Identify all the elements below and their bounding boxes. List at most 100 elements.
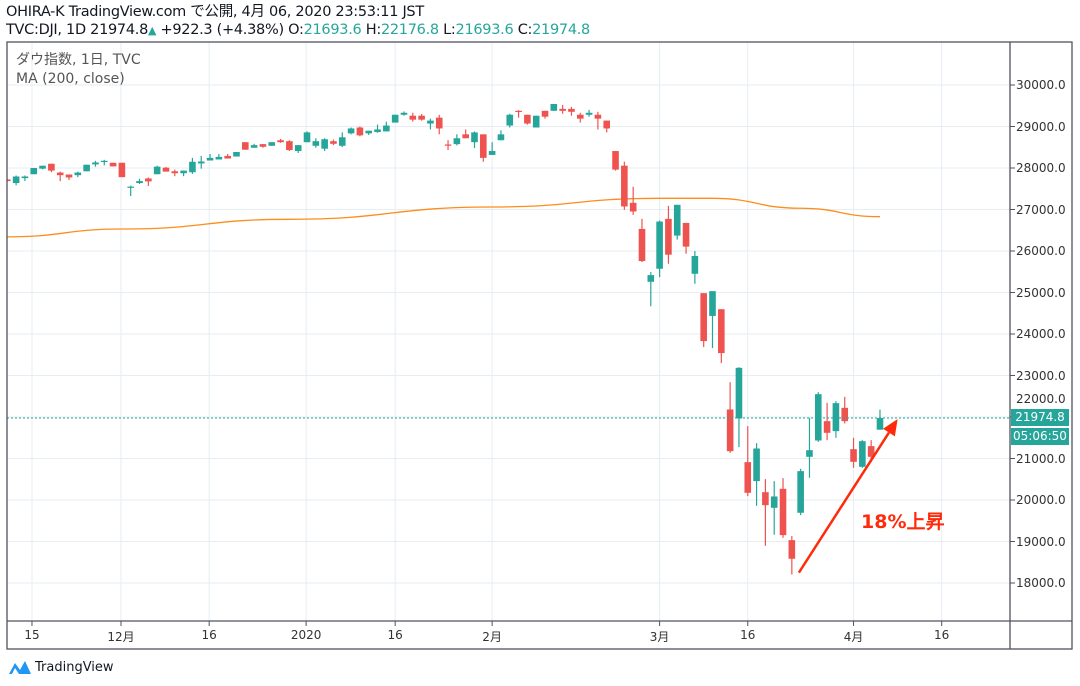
candle xyxy=(330,139,337,146)
candle-body xyxy=(435,117,443,129)
candle-body xyxy=(56,172,64,176)
candle-body xyxy=(550,103,558,111)
candle xyxy=(638,218,646,263)
candle xyxy=(400,111,408,116)
candle xyxy=(312,138,320,148)
candle xyxy=(700,293,707,348)
candle-body xyxy=(127,186,135,188)
candle-body xyxy=(532,115,540,128)
candle-body xyxy=(277,140,284,143)
candle xyxy=(12,175,20,186)
candle-body xyxy=(347,128,355,134)
candle-body xyxy=(806,450,813,457)
candle-body xyxy=(753,448,760,482)
price-tick-label: 18000.0 xyxy=(1016,576,1066,590)
candle xyxy=(718,309,725,364)
candle xyxy=(171,169,179,177)
candle xyxy=(550,103,558,111)
candle-body xyxy=(427,120,434,124)
candle xyxy=(286,140,293,152)
candle-body xyxy=(471,132,478,143)
candle-body xyxy=(250,145,258,148)
candle xyxy=(568,106,575,116)
candle-body xyxy=(665,218,672,255)
candle-body xyxy=(233,151,240,157)
candle xyxy=(691,251,699,284)
candle-body xyxy=(7,179,11,182)
candle xyxy=(162,167,170,172)
close-label: C: xyxy=(517,22,533,38)
series-legend[interactable]: ダウ指数, 1日, TVC xyxy=(16,52,141,68)
tradingview-logo-icon xyxy=(9,661,31,674)
candle-body xyxy=(638,228,646,262)
indicator-legend[interactable]: MA (200, close) xyxy=(16,71,125,87)
ma200-line xyxy=(7,197,880,238)
price-change: +922.3 (+4.38%) xyxy=(160,22,285,38)
candle-body xyxy=(770,496,778,508)
candle xyxy=(506,113,514,128)
tradingview-brand[interactable]: TradingView xyxy=(8,659,114,675)
candle-body xyxy=(621,165,628,207)
candle-body xyxy=(814,394,822,441)
candle-body xyxy=(453,138,461,145)
candle xyxy=(365,130,373,136)
candle xyxy=(876,409,884,430)
candle xyxy=(576,112,584,123)
open-label: O: xyxy=(288,22,304,38)
arrow-head-icon xyxy=(883,419,898,437)
candle xyxy=(83,164,90,172)
candle-body xyxy=(682,222,690,247)
candle xyxy=(268,142,276,146)
candle xyxy=(242,142,249,150)
candle xyxy=(215,153,223,160)
candle xyxy=(74,171,82,178)
candle xyxy=(515,110,522,118)
candle-body xyxy=(189,161,196,173)
candle-body xyxy=(691,256,699,274)
candle-body xyxy=(312,141,320,146)
candle-body xyxy=(524,114,531,124)
candle-body xyxy=(497,134,505,141)
price-tick-label: 22000.0 xyxy=(1016,392,1066,406)
current-price-label: 21974.8 xyxy=(1011,409,1069,426)
candle xyxy=(30,168,38,175)
candle-body xyxy=(444,144,452,146)
publish-info: OHIRA-K TradingView.com で公開, 4月 06, 2020… xyxy=(6,4,424,20)
candles xyxy=(7,103,884,575)
candle xyxy=(374,124,381,133)
candle-body xyxy=(612,151,619,170)
candle xyxy=(753,443,760,506)
low-value: 21693.6 xyxy=(455,22,514,38)
high-label: H: xyxy=(365,22,382,38)
candle-body xyxy=(656,221,663,269)
candle xyxy=(797,468,804,516)
candle-body xyxy=(400,112,408,115)
candle-body xyxy=(841,407,849,422)
candle xyxy=(471,131,478,149)
candle xyxy=(594,111,602,130)
candle xyxy=(762,479,769,546)
candle-body xyxy=(867,446,875,457)
price-tick-label: 29000.0 xyxy=(1016,119,1066,134)
candle-body xyxy=(409,115,417,120)
candle xyxy=(814,392,822,442)
candle xyxy=(621,161,628,210)
chart-border xyxy=(6,41,1073,650)
time-tick-label: 16 xyxy=(387,628,403,642)
time-tick-label: 16 xyxy=(934,628,950,642)
candle xyxy=(21,175,29,182)
time-tick-label: 15 xyxy=(24,628,40,642)
candle-body xyxy=(576,114,584,119)
candle xyxy=(259,144,267,148)
candle-body xyxy=(374,129,381,133)
candle-body xyxy=(585,112,593,115)
candle xyxy=(189,157,196,174)
price-tick-label: 27000.0 xyxy=(1016,202,1066,217)
candle xyxy=(92,160,99,167)
price-tick-label: 25000.0 xyxy=(1016,285,1066,300)
candle-body xyxy=(647,275,655,282)
candle-body xyxy=(12,176,20,184)
candle xyxy=(294,145,302,153)
triangle-up-icon: ▲ xyxy=(148,24,157,37)
